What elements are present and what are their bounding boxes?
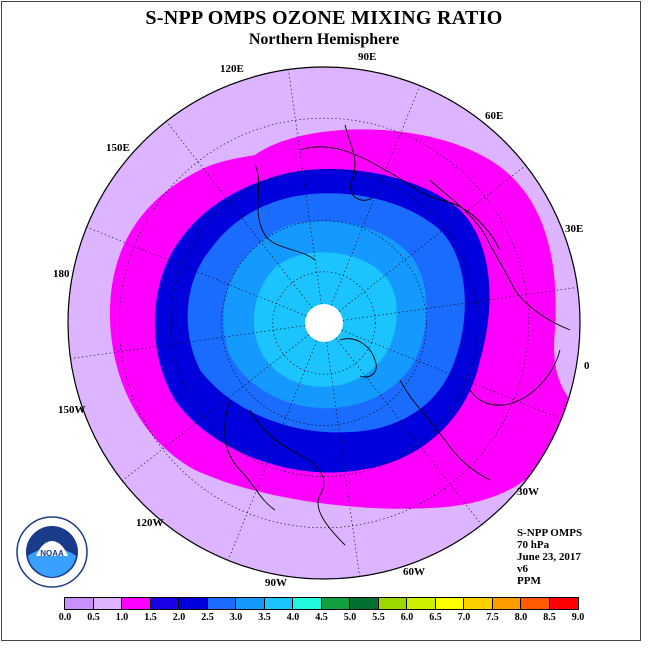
map-border — [67, 66, 581, 580]
colorbar-ticks: 0.0 0.5 1.0 1.5 2.0 2.5 3.0 3.5 4.0 4.5 5.0 5.5 6.0 6… — [0, 612, 648, 626]
colorbar-swatch — [321, 598, 350, 609]
page-subtitle: Northern Hemisphere — [248, 31, 400, 48]
colorbar-tick-label: 3.0 — [229, 612, 243, 623]
colorbar-tick-label: 7.0 — [457, 612, 471, 623]
info-date: June 23, 2017 — [517, 551, 581, 563]
colorbar-tick-label: 0.0 — [58, 612, 72, 623]
longitude-line — [86, 226, 307, 317]
longitude-line — [70, 325, 306, 359]
lon-label-30e: 30E — [565, 223, 584, 235]
longitude-line — [341, 329, 562, 420]
colorbar-tick-label: 9.0 — [571, 612, 585, 623]
lon-label-150w: 150W — [58, 404, 86, 416]
colorbar-tick-label: 7.5 — [486, 612, 499, 623]
colorbar-swatch — [236, 598, 265, 609]
lon-label-180: 180 — [53, 268, 70, 280]
colorbar-tick-label: 2.5 — [201, 612, 214, 623]
colorbar-tick-label: 1.5 — [144, 612, 157, 623]
colorbar-tick-label: 0.5 — [87, 612, 100, 623]
colorbar-tick-label: 8.5 — [543, 612, 556, 623]
colorbar-swatch — [264, 598, 293, 609]
lon-label-90w: 90W — [265, 577, 287, 589]
colorbar-tick-label: 4.0 — [286, 612, 300, 623]
latitude-ring — [118, 117, 530, 529]
colorbar-swatch — [122, 598, 151, 609]
longitude-line — [342, 287, 578, 321]
colorbar-tick-label: 6.0 — [400, 612, 414, 623]
colorbar-swatch — [207, 598, 236, 609]
lon-label-60w: 60W — [403, 566, 425, 578]
info-block: S-NPP OMPS 70 hPa June 23, 2017 v6 PPM — [517, 527, 582, 587]
longitude-line — [227, 340, 318, 561]
lon-label-120e: 120E — [220, 63, 244, 75]
latitude-ring — [221, 220, 427, 426]
colorbar-tick-label: 4.5 — [315, 612, 328, 623]
latitude-ring — [170, 169, 478, 477]
info-version: v6 — [517, 563, 528, 575]
colorbar-tick-label: 3.5 — [258, 612, 271, 623]
lon-label-150e: 150E — [106, 142, 130, 154]
info-satellite: S-NPP OMPS — [517, 527, 583, 539]
colorbar-swatch — [150, 598, 179, 609]
colorbar-swatch — [65, 598, 94, 609]
lon-label-60e: 60E — [485, 110, 504, 122]
colorbar-swatch — [549, 598, 578, 609]
colorbar-tick-label: 5.5 — [372, 612, 385, 623]
info-units: PPM — [517, 575, 541, 587]
graticule — [70, 69, 578, 577]
colorbar-swatch — [293, 598, 322, 609]
colorbar-tick-label: 2.0 — [172, 612, 186, 623]
latitude-ring — [272, 271, 376, 375]
colorbar-swatch — [492, 598, 521, 609]
colorbar-tick-label: 5.0 — [343, 612, 357, 623]
colorbar-swatch — [378, 598, 407, 609]
longitude-line — [330, 85, 421, 306]
colorbar-swatch — [407, 598, 436, 609]
logo-text: NOAA — [40, 549, 64, 558]
colorbar-swatch — [93, 598, 122, 609]
colorbar-swatch — [350, 598, 379, 609]
colorbar-swatch — [521, 598, 550, 609]
pole-hole — [305, 304, 343, 342]
colorbar — [64, 597, 579, 610]
lon-label-120w: 120W — [136, 517, 164, 529]
lon-label-0: 0 — [584, 360, 590, 372]
colorbar-tick-label: 1.0 — [115, 612, 129, 623]
colorbar-swatch — [179, 598, 208, 609]
colorbar-tick-label: 6.5 — [429, 612, 442, 623]
coastlines — [224, 124, 571, 546]
info-pressure: 70 hPa — [517, 539, 550, 551]
page-title: S-NPP OMPS OZONE MIXING RATIO — [145, 7, 503, 29]
figure-frame — [1, 1, 641, 641]
longitude-line — [326, 341, 360, 577]
colorbar-swatch — [435, 598, 464, 609]
colorbar-swatch — [464, 598, 493, 609]
colorbar-tick-label: 8.0 — [514, 612, 528, 623]
noaa-logo: NOAA — [16, 516, 88, 588]
lon-label-30w: 30W — [517, 486, 539, 498]
longitude-line — [288, 69, 322, 305]
lon-label-90e: 90E — [358, 51, 377, 63]
